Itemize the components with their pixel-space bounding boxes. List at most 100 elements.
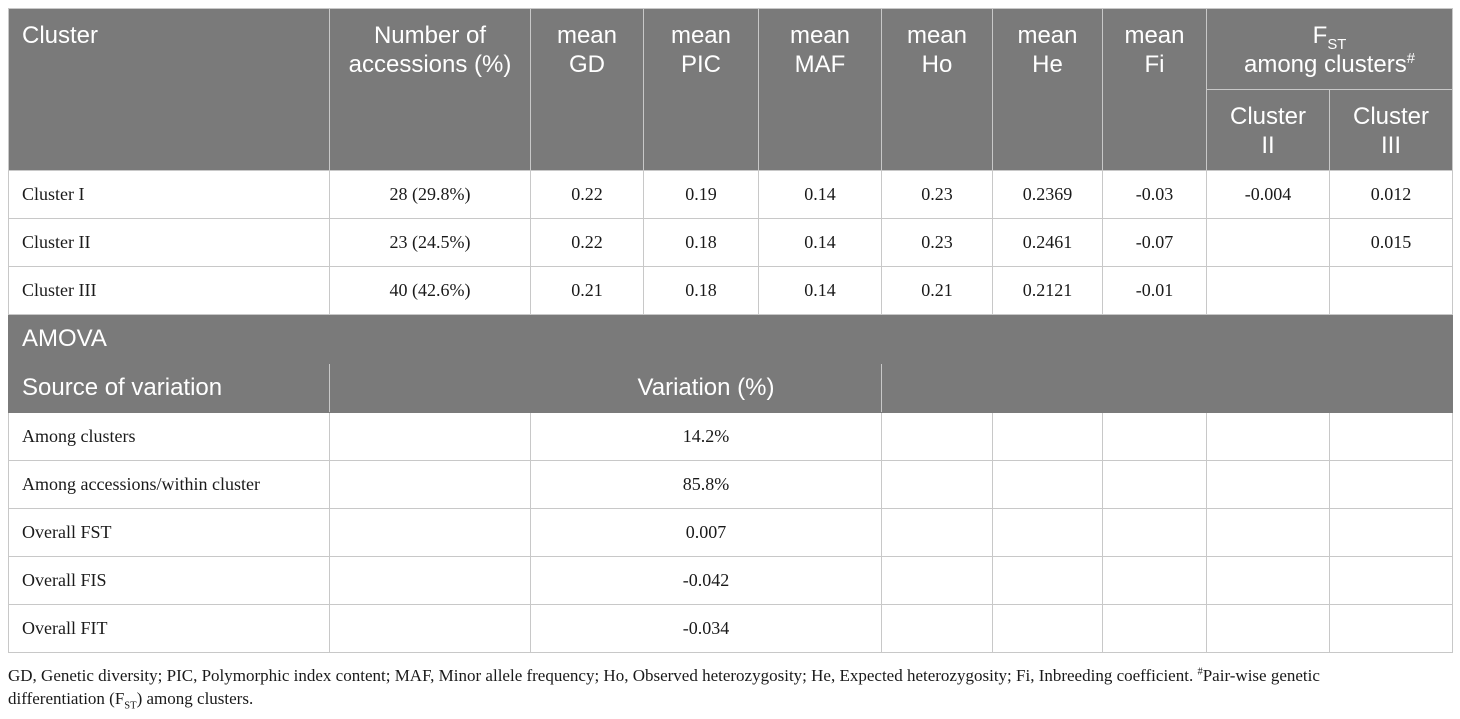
amova-variation: 85.8% [530, 460, 882, 509]
col-header-cluster: Cluster [8, 8, 330, 171]
amova-header-row: Source of variation Variation (%) [8, 363, 1453, 413]
amova-empty-cell [329, 412, 531, 461]
amova-empty-cell [1329, 556, 1453, 605]
table-row: Cluster III 40 (42.6%) 0.21 0.18 0.14 0.… [8, 266, 1453, 315]
col-header-pic: mean PIC [643, 8, 759, 171]
amova-empty-cell [329, 604, 531, 653]
amova-col-header-source: Source of variation [8, 363, 330, 413]
cell-fst-cluster-iii [1329, 266, 1453, 315]
amova-source: Overall FIS [8, 556, 330, 605]
amova-empty-cell [1206, 412, 1330, 461]
cell-accessions: 23 (24.5%) [329, 218, 531, 267]
amova-empty-cell [881, 412, 993, 461]
amova-empty-cell [1102, 556, 1207, 605]
amova-row: Overall FIT -0.034 [8, 604, 1453, 653]
amova-empty-cell [1102, 412, 1207, 461]
col-header-ho: mean Ho [881, 8, 993, 171]
amova-source: Among clusters [8, 412, 330, 461]
results-table-container: Cluster Number of accessions (%) mean GD m… [8, 8, 1453, 653]
cell-he: 0.2369 [992, 170, 1103, 219]
amova-section-row: AMOVA [8, 314, 1453, 364]
amova-col-header-variation: Variation (%) [530, 363, 882, 413]
amova-empty-cell [881, 604, 993, 653]
cell-cluster: Cluster III [8, 266, 330, 315]
cell-he: 0.2121 [992, 266, 1103, 315]
col-header-cluster-ii: Cluster II [1206, 89, 1330, 171]
cell-maf: 0.14 [758, 218, 882, 267]
cell-fi: -0.03 [1102, 170, 1207, 219]
amova-source: Overall FIT [8, 604, 330, 653]
cell-ho: 0.23 [881, 170, 993, 219]
cell-fst-cluster-iii: 0.012 [1329, 170, 1453, 219]
amova-empty-cell [992, 412, 1103, 461]
amova-empty-cell [881, 556, 993, 605]
amova-empty-cell [992, 508, 1103, 557]
cell-pic: 0.18 [643, 266, 759, 315]
amova-empty-cell [1102, 460, 1207, 509]
cell-cluster: Cluster I [8, 170, 330, 219]
cell-maf: 0.14 [758, 170, 882, 219]
cell-ho: 0.21 [881, 266, 993, 315]
amova-header-spacer [329, 363, 531, 413]
amova-row: Among clusters 14.2% [8, 412, 1453, 461]
col-header-maf: mean MAF [758, 8, 882, 171]
cell-he: 0.2461 [992, 218, 1103, 267]
amova-empty-cell [992, 604, 1103, 653]
cell-gd: 0.21 [530, 266, 644, 315]
cell-fst-cluster-ii: -0.004 [1206, 170, 1330, 219]
amova-empty-cell [992, 556, 1103, 605]
table-footnote: GD, Genetic diversity; PIC, Polymorphic … [8, 666, 1320, 712]
cell-fi: -0.01 [1102, 266, 1207, 315]
col-header-fst: FST among clusters# [1206, 8, 1453, 90]
cell-fi: -0.07 [1102, 218, 1207, 267]
amova-empty-cell [329, 508, 531, 557]
amova-empty-cell [1102, 604, 1207, 653]
amova-row: Overall FST 0.007 [8, 508, 1453, 557]
amova-empty-cell [1329, 604, 1453, 653]
cell-fst-cluster-ii [1206, 218, 1330, 267]
amova-empty-cell [1206, 508, 1330, 557]
amova-title: AMOVA [8, 314, 1453, 364]
amova-variation: 14.2% [530, 412, 882, 461]
cell-pic: 0.18 [643, 218, 759, 267]
amova-empty-cell [329, 556, 531, 605]
table-row: Cluster II 23 (24.5%) 0.22 0.18 0.14 0.2… [8, 218, 1453, 267]
cell-cluster: Cluster II [8, 218, 330, 267]
table-row: Cluster I 28 (29.8%) 0.22 0.19 0.14 0.23… [8, 170, 1453, 219]
cell-accessions: 28 (29.8%) [329, 170, 531, 219]
amova-row: Overall FIS -0.042 [8, 556, 1453, 605]
amova-empty-cell [881, 508, 993, 557]
cell-fst-cluster-iii: 0.015 [1329, 218, 1453, 267]
col-header-accessions: Number of accessions (%) [329, 8, 531, 171]
cell-gd: 0.22 [530, 170, 644, 219]
col-header-fi: mean Fi [1102, 8, 1207, 171]
amova-source: Among accessions/within cluster [8, 460, 330, 509]
cell-ho: 0.23 [881, 218, 993, 267]
amova-empty-cell [329, 460, 531, 509]
header-subrow: Cluster II Cluster III [9, 89, 1453, 171]
cell-accessions: 40 (42.6%) [329, 266, 531, 315]
amova-empty-cell [992, 460, 1103, 509]
col-header-gd: mean GD [530, 8, 644, 171]
col-header-he: mean He [992, 8, 1103, 171]
amova-variation: -0.042 [530, 556, 882, 605]
amova-empty-cell [1329, 460, 1453, 509]
amova-empty-cell [1206, 604, 1330, 653]
cell-fst-cluster-ii [1206, 266, 1330, 315]
amova-row: Among accessions/within cluster 85.8% [8, 460, 1453, 509]
amova-header-blank [881, 363, 1453, 413]
diversity-table: Cluster Number of accessions (%) mean GD m… [8, 8, 1453, 653]
cell-maf: 0.14 [758, 266, 882, 315]
amova-empty-cell [1206, 460, 1330, 509]
header-row: Cluster Number of accessions (%) mean GD m… [8, 8, 1453, 171]
amova-empty-cell [1329, 508, 1453, 557]
cell-gd: 0.22 [530, 218, 644, 267]
amova-empty-cell [1329, 412, 1453, 461]
amova-variation: 0.007 [530, 508, 882, 557]
amova-empty-cell [1206, 556, 1330, 605]
cell-pic: 0.19 [643, 170, 759, 219]
col-header-cluster-iii: Cluster III [1329, 89, 1453, 171]
amova-variation: -0.034 [530, 604, 882, 653]
amova-source: Overall FST [8, 508, 330, 557]
amova-empty-cell [1102, 508, 1207, 557]
